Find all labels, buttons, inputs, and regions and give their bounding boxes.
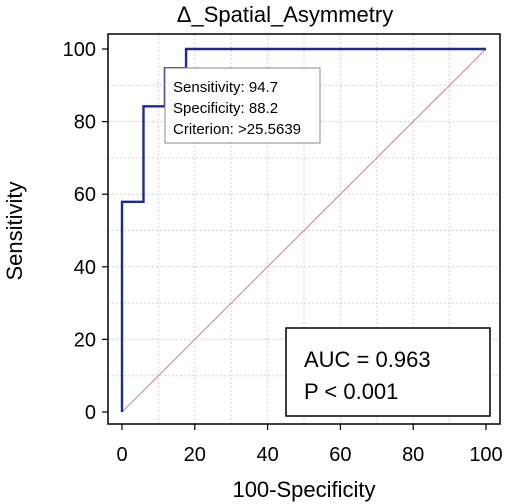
auc-label: AUC = 0.963	[304, 347, 431, 372]
y-tick-label: 20	[74, 329, 96, 351]
x-tick-label: 60	[329, 444, 351, 466]
reference-line	[121, 48, 487, 413]
auc-box	[285, 327, 491, 417]
x-axis-label: 100-Specificity	[232, 477, 375, 502]
sensitivity-label: Sensitivity: 94.7	[173, 79, 278, 96]
y-tick-label: 80	[74, 112, 96, 134]
x-tick-label: 40	[256, 444, 278, 466]
y-tick-label: 60	[74, 184, 96, 206]
x-tick-label: 0	[116, 444, 127, 466]
x-tick-label: 20	[184, 444, 206, 466]
specificity-label: Specificity: 88.2	[173, 100, 278, 117]
y-tick-label: 0	[85, 402, 96, 424]
x-tick-label: 100	[469, 444, 502, 466]
p-value-label: P < 0.001	[304, 379, 398, 404]
x-tick-label: 80	[402, 444, 424, 466]
y-axis-label: Sensitivity	[2, 181, 27, 280]
plot-frame	[107, 33, 501, 425]
chart-title: Δ_Spatial_Asymmetry	[177, 2, 393, 27]
y-tick-label: 40	[74, 257, 96, 279]
criterion-label: Criterion: >25.5639	[173, 121, 301, 138]
criterion-box	[164, 67, 321, 144]
y-tick-label: 100	[63, 39, 96, 61]
